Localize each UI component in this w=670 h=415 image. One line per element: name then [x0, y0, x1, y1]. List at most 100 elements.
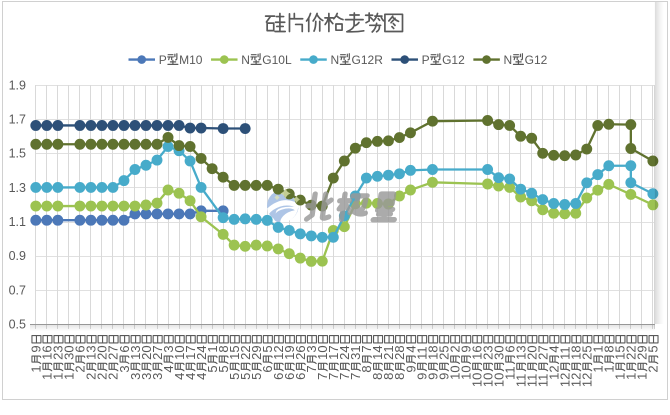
svg-text:30: 30 — [62, 345, 77, 359]
svg-text:25: 25 — [436, 345, 451, 359]
svg-text:9: 9 — [414, 373, 429, 380]
svg-text:18: 18 — [569, 345, 584, 359]
svg-text:23: 23 — [480, 345, 495, 359]
svg-text:10: 10 — [315, 345, 330, 359]
svg-text:20: 20 — [139, 345, 154, 359]
svg-text:G10L: G10L — [262, 53, 292, 67]
svg-text:5: 5 — [216, 365, 231, 372]
svg-text:24: 24 — [337, 345, 352, 359]
svg-text:8: 8 — [381, 373, 396, 380]
svg-text:9: 9 — [403, 365, 418, 372]
svg-text:20: 20 — [524, 345, 539, 359]
svg-text:1: 1 — [635, 373, 650, 380]
svg-text:9: 9 — [425, 373, 440, 380]
svg-text:23: 23 — [51, 345, 66, 359]
svg-text:24: 24 — [194, 345, 209, 359]
svg-text:11: 11 — [414, 346, 429, 360]
svg-text:7: 7 — [315, 373, 330, 380]
svg-text:6: 6 — [282, 373, 297, 380]
svg-text:22: 22 — [238, 345, 253, 359]
svg-text:6: 6 — [73, 345, 88, 352]
svg-text:1: 1 — [51, 373, 66, 380]
svg-text:29: 29 — [635, 345, 650, 359]
svg-text:11: 11 — [502, 366, 517, 380]
svg-text:3: 3 — [128, 373, 143, 380]
svg-text:P: P — [422, 53, 430, 67]
svg-text:20: 20 — [95, 345, 110, 359]
svg-text:13: 13 — [128, 345, 143, 359]
svg-text:1.1: 1.1 — [9, 215, 26, 229]
svg-text:27: 27 — [535, 345, 550, 359]
svg-text:1: 1 — [591, 365, 606, 372]
svg-text:3: 3 — [304, 345, 319, 352]
svg-text:12: 12 — [569, 373, 584, 387]
svg-text:8: 8 — [602, 345, 617, 352]
svg-text:16: 16 — [40, 345, 55, 359]
svg-text:12: 12 — [547, 365, 562, 379]
svg-text:28: 28 — [392, 345, 407, 359]
svg-text:7: 7 — [337, 373, 352, 380]
svg-text:22: 22 — [624, 345, 639, 359]
svg-text:7: 7 — [304, 365, 319, 372]
svg-text:5: 5 — [249, 373, 264, 380]
svg-text:3: 3 — [150, 373, 165, 380]
svg-text:27: 27 — [150, 345, 165, 359]
svg-text:1: 1 — [591, 345, 606, 352]
svg-text:1.5: 1.5 — [9, 147, 26, 161]
svg-text:1.7: 1.7 — [9, 113, 26, 127]
svg-text:9: 9 — [458, 345, 473, 352]
svg-text:4: 4 — [183, 373, 198, 380]
svg-text:6: 6 — [293, 373, 308, 380]
svg-text:15: 15 — [613, 345, 628, 359]
svg-text:4: 4 — [547, 345, 562, 352]
svg-text:G12: G12 — [525, 53, 548, 67]
svg-text:1: 1 — [62, 373, 77, 380]
svg-text:G12: G12 — [442, 53, 465, 67]
svg-text:17: 17 — [326, 345, 341, 359]
svg-text:P: P — [159, 53, 167, 67]
svg-text:11: 11 — [513, 374, 528, 388]
svg-text:8: 8 — [392, 373, 407, 380]
svg-text:6: 6 — [260, 365, 275, 372]
svg-text:5: 5 — [260, 345, 275, 352]
svg-text:2: 2 — [447, 345, 462, 352]
svg-text:10: 10 — [469, 373, 484, 387]
svg-text:5: 5 — [646, 345, 661, 352]
svg-text:8: 8 — [216, 345, 231, 352]
svg-text:11: 11 — [535, 374, 550, 388]
svg-text:N: N — [241, 53, 250, 67]
svg-text:25: 25 — [580, 345, 595, 359]
svg-text:9: 9 — [29, 345, 44, 352]
svg-text:31: 31 — [348, 345, 363, 359]
svg-text:10: 10 — [172, 345, 187, 359]
svg-text:0.5: 0.5 — [9, 317, 26, 331]
svg-text:6: 6 — [117, 345, 132, 352]
svg-text:12: 12 — [558, 373, 573, 387]
svg-text:1: 1 — [40, 373, 55, 380]
svg-text:19: 19 — [282, 345, 297, 359]
svg-text:1.3: 1.3 — [9, 181, 26, 195]
svg-text:27: 27 — [106, 345, 121, 359]
svg-text:4: 4 — [194, 373, 209, 380]
svg-text:6: 6 — [271, 373, 286, 380]
svg-text:21: 21 — [381, 345, 396, 359]
svg-text:1: 1 — [29, 365, 44, 372]
svg-text:1: 1 — [205, 345, 220, 352]
svg-text:8: 8 — [370, 373, 385, 380]
svg-text:16: 16 — [469, 345, 484, 359]
svg-text:10: 10 — [447, 365, 462, 379]
svg-text:2: 2 — [106, 373, 121, 380]
svg-text:10: 10 — [458, 365, 473, 379]
svg-text:17: 17 — [183, 345, 198, 359]
svg-text:2: 2 — [84, 373, 99, 380]
svg-text:8: 8 — [359, 365, 374, 372]
svg-text:1: 1 — [624, 373, 639, 380]
svg-text:13: 13 — [84, 345, 99, 359]
svg-text:M10: M10 — [179, 53, 203, 67]
svg-text:10: 10 — [491, 373, 506, 387]
svg-text:30: 30 — [491, 345, 506, 359]
svg-text:14: 14 — [370, 345, 385, 359]
svg-text:13: 13 — [513, 345, 528, 359]
svg-text:5: 5 — [238, 373, 253, 380]
svg-text:9: 9 — [436, 373, 451, 380]
